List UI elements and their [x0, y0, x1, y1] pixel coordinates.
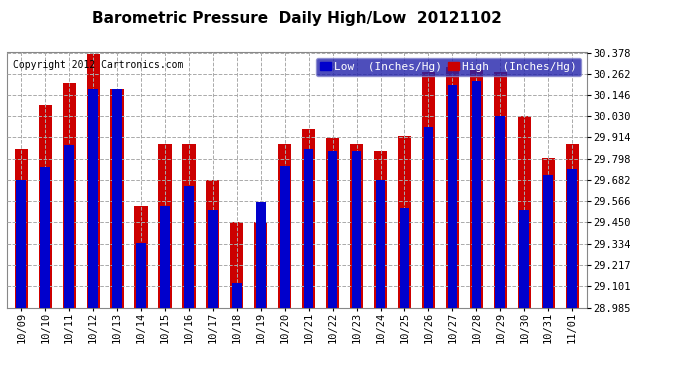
Bar — [159, 144, 172, 308]
Bar — [14, 149, 28, 308]
Bar — [400, 208, 409, 308]
Bar — [470, 70, 483, 308]
Bar — [376, 180, 385, 308]
Bar — [280, 166, 290, 308]
Bar — [184, 186, 194, 308]
Bar — [88, 89, 98, 308]
Bar — [350, 144, 363, 308]
Bar — [542, 158, 555, 308]
Bar — [278, 144, 291, 308]
Bar — [64, 146, 74, 308]
Bar — [230, 222, 244, 308]
Bar — [256, 202, 266, 308]
Bar — [424, 127, 433, 308]
Bar — [495, 116, 505, 308]
Bar — [110, 89, 124, 308]
Bar — [302, 129, 315, 308]
Bar — [182, 144, 195, 308]
Bar — [328, 151, 337, 308]
Text: Copyright 2012 Cartronics.com: Copyright 2012 Cartronics.com — [12, 60, 183, 70]
Bar — [520, 210, 529, 308]
Bar — [254, 222, 267, 308]
Bar — [566, 144, 579, 308]
Bar — [63, 83, 76, 308]
Bar — [135, 206, 148, 308]
Bar — [39, 105, 52, 308]
Bar — [304, 149, 313, 308]
Bar — [446, 67, 459, 308]
Bar — [398, 136, 411, 308]
Bar — [17, 180, 26, 308]
Bar — [493, 72, 507, 308]
Bar — [374, 151, 387, 308]
Bar — [471, 81, 481, 308]
Bar — [86, 54, 100, 307]
Bar — [136, 243, 146, 308]
Bar — [567, 169, 577, 308]
Bar — [352, 151, 362, 308]
Bar — [422, 72, 435, 308]
Bar — [41, 168, 50, 308]
Bar — [326, 138, 339, 308]
Bar — [544, 175, 553, 308]
Bar — [208, 210, 217, 308]
Bar — [112, 89, 122, 308]
Bar — [206, 180, 219, 308]
Legend: Low  (Inches/Hg), High  (Inches/Hg): Low (Inches/Hg), High (Inches/Hg) — [316, 58, 581, 76]
Bar — [518, 116, 531, 308]
Bar — [160, 206, 170, 308]
Bar — [448, 85, 457, 308]
Text: Barometric Pressure  Daily High/Low  20121102: Barometric Pressure Daily High/Low 20121… — [92, 11, 502, 26]
Bar — [232, 283, 241, 308]
